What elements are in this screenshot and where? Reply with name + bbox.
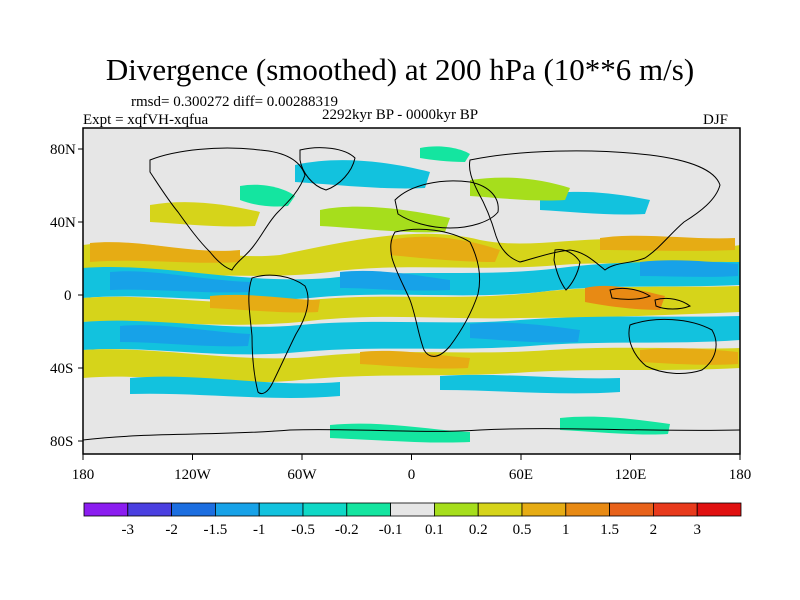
colorbar-box <box>302 502 348 517</box>
colorbar-label: 0.2 <box>469 522 488 538</box>
colorbar-box <box>214 502 260 517</box>
colorbar-box <box>433 502 479 517</box>
coastline-north-america <box>149 147 306 271</box>
colorbar-box <box>83 502 129 517</box>
period-label: 2292kyr BP - 0000kyr BP <box>322 107 479 123</box>
colorbar-label: -0.1 <box>379 522 403 538</box>
field-region <box>600 235 735 251</box>
colorbar: -3 -2 -1.5 -1 -0.5 -0.2 -0.1 0.1 0.2 0.5… <box>83 502 742 538</box>
coastline-indonesia <box>609 287 652 300</box>
field-region <box>340 270 450 291</box>
colorbar-box <box>258 502 304 517</box>
field-region <box>640 260 738 277</box>
coastlines <box>83 147 740 441</box>
field-region <box>585 285 665 310</box>
coastline-africa <box>390 228 481 357</box>
field-region <box>90 242 240 263</box>
coastline-europe <box>394 180 499 229</box>
field-region <box>240 184 295 207</box>
lat-label: 80S <box>50 434 73 450</box>
colorbar-box <box>477 502 523 517</box>
field-region <box>470 322 580 343</box>
colorbar-label: -0.2 <box>335 522 359 538</box>
colorbar-label: 2 <box>650 522 658 538</box>
colorbar-box <box>390 502 435 517</box>
field-region <box>320 206 450 233</box>
lon-label: 180 <box>729 467 752 483</box>
field-region <box>390 236 500 262</box>
colorbar-box <box>521 502 567 517</box>
season-label: DJF <box>703 112 729 128</box>
colorbar-label: -2 <box>165 522 178 538</box>
field-region <box>130 376 340 398</box>
field-region <box>360 350 470 369</box>
latitude-axis: 80N 40N 0 40S 80S <box>50 142 83 450</box>
map-title: Divergence (smoothed) at 200 hPa (10**6 … <box>105 52 695 87</box>
lon-label: 120W <box>174 467 212 483</box>
coastline-south-america <box>248 274 309 395</box>
field-region <box>420 146 470 162</box>
coastline-indonesia <box>654 297 692 310</box>
stats-text: rmsd= 0.300272 diff= 0.00288319 <box>131 94 339 110</box>
lon-label: 120E <box>615 467 647 483</box>
coastline-india <box>553 249 581 291</box>
field-region <box>440 374 620 394</box>
lon-label: 60E <box>509 467 533 483</box>
field-region <box>295 160 430 189</box>
field-region <box>210 294 320 313</box>
lon-label: 0 <box>408 467 416 483</box>
coastline-greenland <box>299 147 356 191</box>
lon-label: 60W <box>287 467 317 483</box>
field-region <box>110 271 250 293</box>
lat-label: 0 <box>64 288 72 304</box>
colorbar-label: 1.5 <box>600 522 619 538</box>
colorbar-box <box>653 502 698 517</box>
colorbar-label: 1 <box>562 522 570 538</box>
lon-label: 180 <box>72 467 95 483</box>
colorbar-box <box>171 502 216 517</box>
coastline-antarctica <box>83 428 740 441</box>
colorbar-box <box>565 502 610 517</box>
lat-label: 40S <box>50 361 73 377</box>
colorbar-label: 0.1 <box>425 522 444 538</box>
colorbar-boxes <box>83 502 742 517</box>
colorbar-label: -3 <box>122 522 135 538</box>
experiment-label: Expt = xqfVH-xqfua <box>83 112 209 128</box>
colorbar-label: -1 <box>253 522 266 538</box>
colorbar-labels: -3 -2 -1.5 -1 -0.5 -0.2 -0.1 0.1 0.2 0.5… <box>122 522 701 538</box>
colorbar-box <box>127 502 173 517</box>
colorbar-box <box>696 502 742 517</box>
lat-label: 40N <box>50 215 76 231</box>
divergence-field <box>83 146 740 443</box>
colorbar-label: -0.5 <box>291 522 315 538</box>
field-region <box>150 202 260 227</box>
longitude-axis: 180 120W 60W 0 60E 120E 180 <box>72 454 752 483</box>
coastline-australia <box>628 318 717 374</box>
field-region <box>540 191 650 215</box>
colorbar-label: -1.5 <box>204 522 228 538</box>
colorbar-label: 0.5 <box>513 522 532 538</box>
colorbar-label: 3 <box>693 522 701 538</box>
colorbar-box <box>609 502 654 517</box>
field-region <box>640 348 738 365</box>
field-region <box>330 423 470 443</box>
field-region <box>120 325 250 347</box>
field-region <box>470 177 570 201</box>
lat-label: 80N <box>50 142 76 158</box>
coastline-asia <box>469 150 721 271</box>
colorbar-box <box>346 502 391 517</box>
